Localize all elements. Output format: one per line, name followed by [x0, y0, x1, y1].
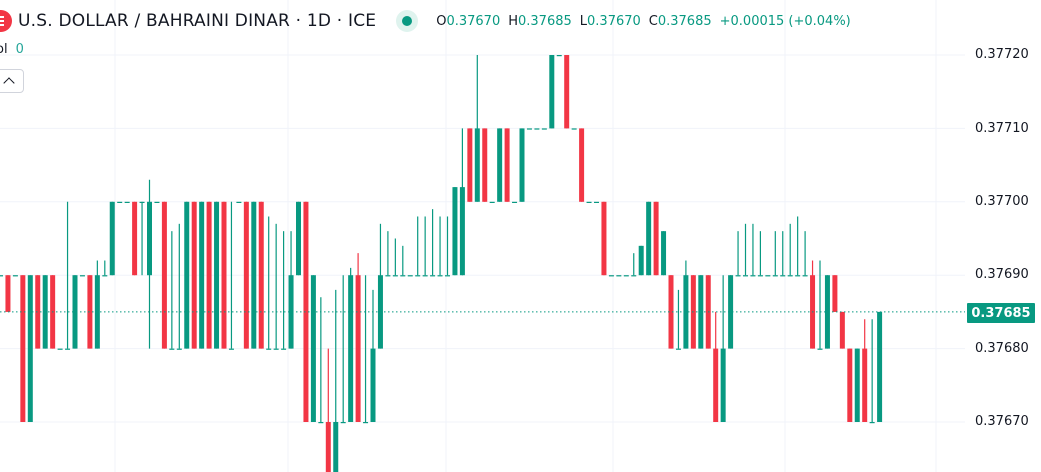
- price-tick: 0.37680: [975, 341, 1029, 356]
- market-status-indicator[interactable]: [396, 10, 419, 32]
- open-value: 0.37670: [446, 13, 501, 29]
- high-label: H: [508, 13, 518, 29]
- volume-value: 0: [15, 42, 24, 57]
- close-label: C: [648, 13, 658, 29]
- volume-legend: ol 0: [0, 42, 24, 57]
- high-value: 0.37685: [518, 13, 572, 29]
- price-tick: 0.37710: [975, 121, 1029, 136]
- price-tick: 0.37700: [975, 194, 1029, 209]
- volume-label: ol: [0, 42, 8, 57]
- price-tick: 0.37720: [975, 47, 1029, 62]
- symbol-logo-icon: [0, 10, 12, 32]
- last-price-badge: 0.37685: [967, 303, 1035, 323]
- change-value: +0.00015 (+0.04%): [719, 13, 851, 29]
- low-label: L: [579, 13, 588, 29]
- collapse-legend-button[interactable]: [0, 69, 24, 93]
- ohlc-values: O 0.37670 H 0.37685 L 0.37670 C 0.37685 +0.0…: [436, 14, 859, 29]
- grid-lines: [0, 0, 965, 472]
- candles: [0, 55, 883, 472]
- market-open-icon: [402, 16, 413, 26]
- symbol-title[interactable]: U.S. DOLLAR / BAHRAINI DINAR · 1D · ICE: [18, 11, 377, 31]
- open-label: O: [436, 13, 447, 29]
- chart-legend: U.S. DOLLAR / BAHRAINI DINAR · 1D · ICE …: [0, 8, 859, 34]
- price-tick: 0.37670: [975, 414, 1029, 429]
- low-value: 0.37670: [587, 13, 641, 29]
- price-tick: 0.37690: [975, 267, 1029, 282]
- close-value: 0.37685: [657, 13, 712, 29]
